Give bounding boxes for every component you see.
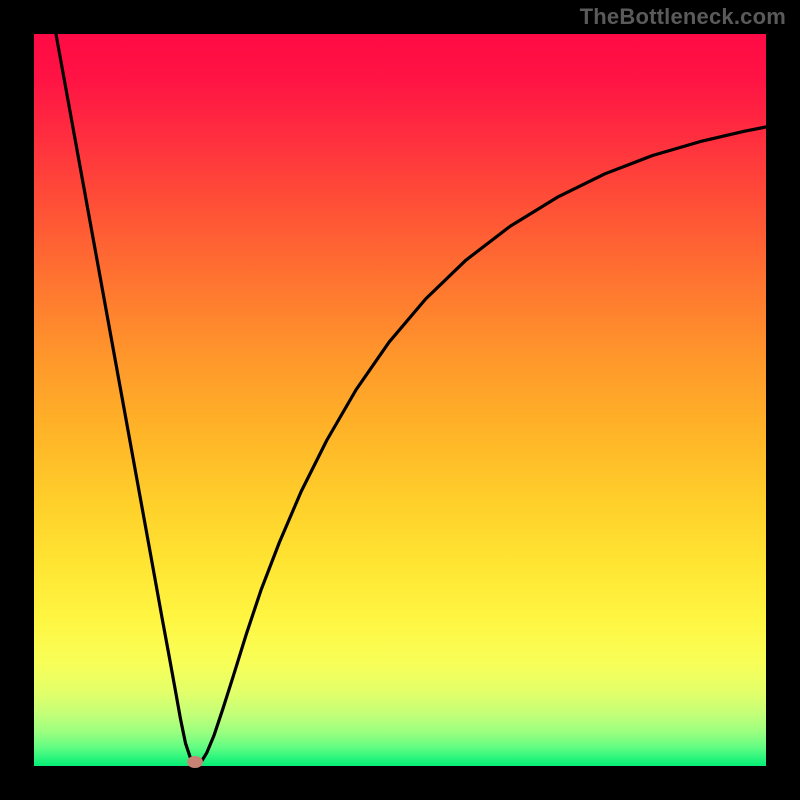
curve-layer xyxy=(34,34,766,766)
plot-area xyxy=(34,34,766,766)
watermark-text: TheBottleneck.com xyxy=(580,4,786,30)
chart-frame: TheBottleneck.com xyxy=(0,0,800,800)
min-point-marker xyxy=(187,756,203,768)
bottleneck-curve xyxy=(56,34,766,765)
